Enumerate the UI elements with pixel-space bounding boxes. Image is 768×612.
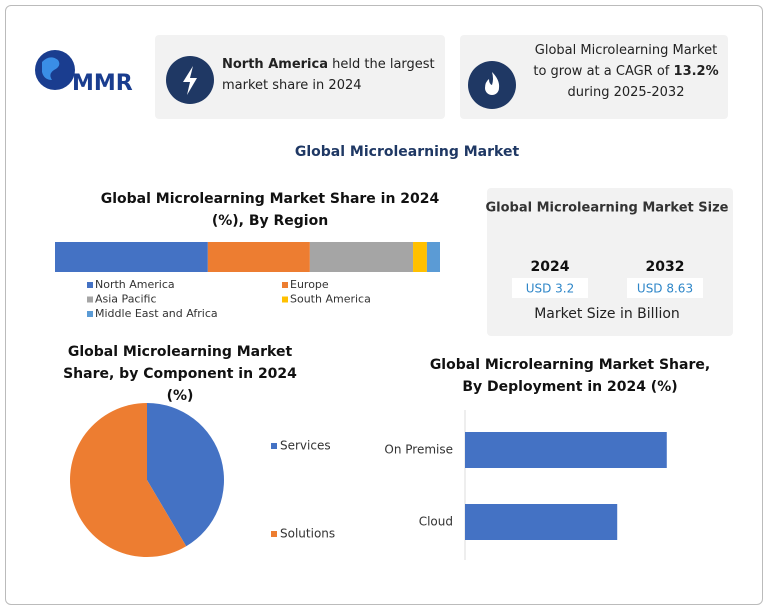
size-year: 2032: [646, 259, 685, 275]
main-title: Global Microlearning Market: [295, 144, 520, 160]
pie-slice: [70, 403, 187, 557]
bar-segment: [413, 242, 427, 272]
bar-segment: [426, 242, 440, 272]
y-tick-label: Cloud: [419, 515, 453, 529]
legend-label: Middle East and Africa: [95, 307, 218, 320]
size-panel: [487, 188, 733, 336]
legend-label: Services: [280, 439, 331, 453]
size-caption: Market Size in Billion: [534, 306, 680, 322]
legend-label: North America: [95, 278, 175, 291]
logo-globe: [35, 50, 75, 90]
flame-icon: [485, 72, 500, 95]
card-text-part: held the largest market share in 2024: [222, 57, 435, 93]
legend-label: Solutions: [280, 527, 335, 541]
bar: [465, 432, 667, 468]
bolt-icon: [183, 66, 197, 95]
chart-title: Global Microlearning Market Share, by Co…: [63, 344, 297, 404]
bar: [465, 504, 618, 540]
legend-swatch: [282, 296, 288, 303]
bar-segment: [55, 242, 208, 272]
card: [460, 35, 728, 119]
pie-slice: [147, 403, 225, 547]
legend-swatch: [271, 531, 277, 537]
frame: [5, 5, 763, 605]
y-tick-label: On Premise: [384, 443, 453, 457]
card-text: North America held the largest market sh…: [222, 54, 440, 96]
legend-swatch: [282, 282, 288, 288]
bar-segment: [207, 242, 310, 272]
legend-label: South America: [290, 293, 371, 306]
legend-swatch: [87, 311, 93, 317]
logo-land: [42, 57, 60, 80]
size-value-box: [512, 278, 588, 298]
size-title: Global Microlearning Market Size: [486, 201, 729, 216]
size-value-box: [627, 278, 703, 298]
size-year: 2024: [531, 259, 570, 275]
chart-title: Global Microlearning Market Share, By De…: [429, 357, 711, 395]
bar-segment: [309, 242, 414, 272]
size-value: USD 3.2: [526, 282, 575, 296]
logo-text: MMR: [72, 71, 133, 96]
card-bold: North America: [222, 57, 328, 72]
legend-label: Europe: [290, 278, 329, 291]
card: [155, 35, 445, 119]
chart-title: Global Microlearning Market Share in 202…: [100, 191, 440, 229]
card-text-part: during 2025-2032: [567, 85, 685, 100]
size-value: USD 8.63: [637, 282, 693, 296]
legend-swatch: [87, 296, 93, 303]
card-bold: 13.2%: [673, 64, 719, 79]
legend-label: Asia Pacific: [95, 293, 157, 306]
legend-swatch: [87, 282, 93, 288]
legend-swatch: [271, 443, 277, 449]
card-text: Global Microlearning Market to grow at a…: [528, 40, 724, 103]
card-text-part: Global Microlearning Market to grow at a…: [533, 43, 718, 79]
